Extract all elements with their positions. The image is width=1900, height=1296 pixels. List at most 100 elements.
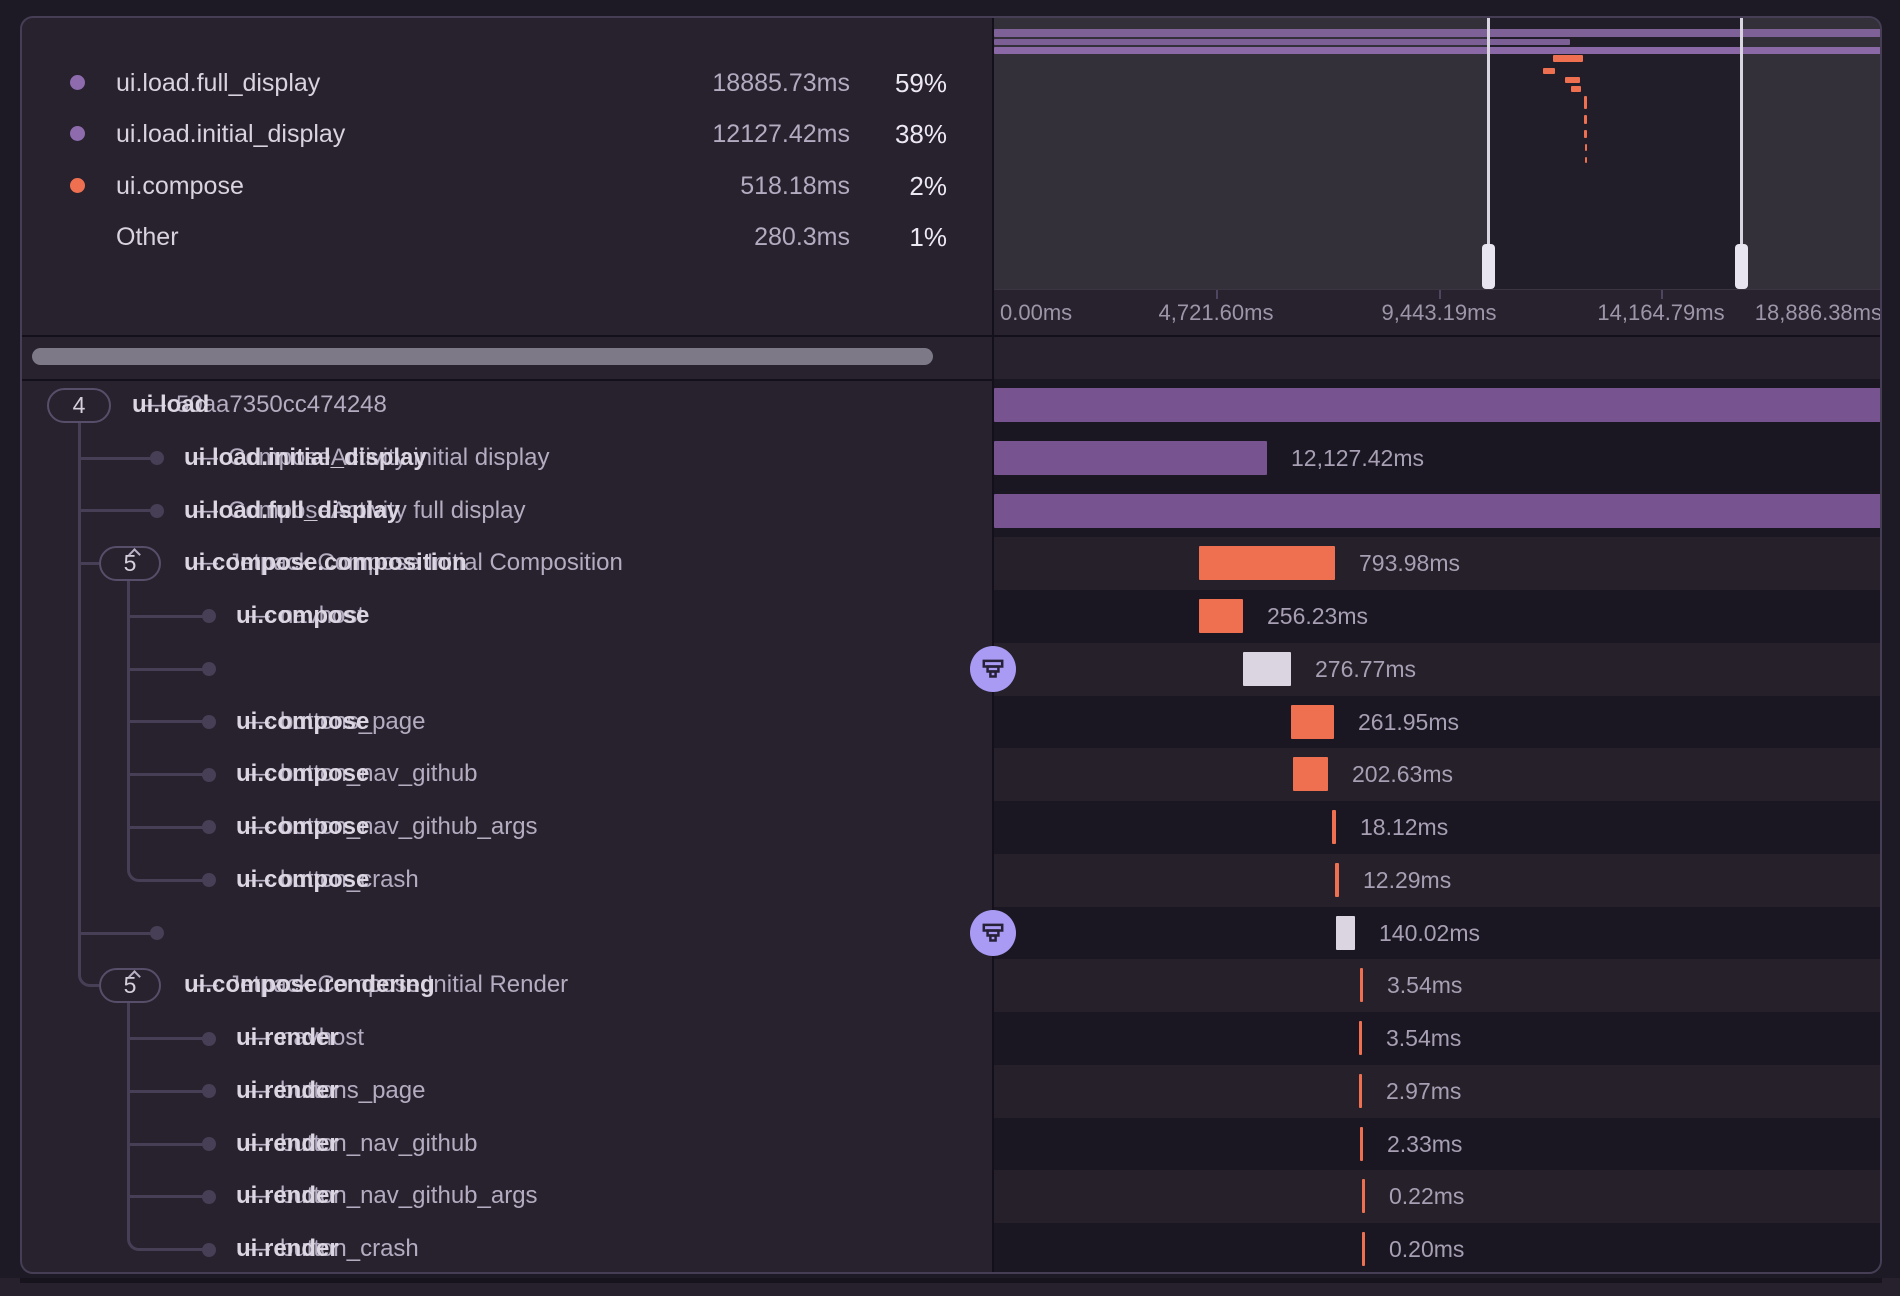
waterfall-row[interactable]: 3.54ms bbox=[994, 959, 1880, 1013]
tree-node-dot bbox=[202, 1084, 216, 1099]
tree-row[interactable]: ui.load.initial_display — ComposeActivity … bbox=[22, 432, 992, 485]
tree-row[interactable]: ui.load.full_display — ComposeActivity ful… bbox=[22, 485, 992, 538]
waterfall-row[interactable]: 793.98ms bbox=[994, 537, 1880, 591]
span-duration-bar[interactable] bbox=[1293, 757, 1328, 792]
span-duration-bar[interactable] bbox=[1362, 1232, 1365, 1267]
span-duration-bar[interactable] bbox=[994, 388, 1880, 422]
waterfall-row[interactable]: 12,127.42ms bbox=[994, 431, 1880, 485]
tree-row[interactable]: ui.render — button_nav_github bbox=[22, 1118, 992, 1171]
tree-row[interactable]: ui.render — button_crash bbox=[22, 1223, 992, 1272]
minimap-handle-line[interactable] bbox=[1487, 18, 1490, 289]
span-operation: ui.compose.rendering bbox=[184, 971, 435, 999]
tree-row[interactable]: 5 ui.compose.composition — Jetpack Compose … bbox=[22, 537, 992, 590]
tree-row[interactable]: ui.compose — button_nav_github_args bbox=[22, 801, 992, 854]
tree-row[interactable]: 4 ui.load — 50aa7350cc474248 bbox=[22, 379, 992, 432]
waterfall-row[interactable] bbox=[994, 484, 1880, 538]
tree-row[interactable] bbox=[22, 907, 992, 960]
profiling-icon[interactable] bbox=[970, 646, 1016, 693]
span-duration-label: 261.95ms bbox=[1358, 708, 1460, 735]
span-description: buttons_page bbox=[280, 1076, 426, 1104]
tree-row[interactable]: ui.render — button_nav_github_args bbox=[22, 1170, 992, 1223]
waterfall-row[interactable]: 261.95ms bbox=[994, 695, 1880, 749]
minimap-span-bar bbox=[1584, 96, 1587, 109]
span-duration-bar[interactable] bbox=[1199, 599, 1243, 634]
waterfall-row[interactable]: 2.33ms bbox=[994, 1117, 1880, 1171]
span-operation: ui.compose.composition bbox=[184, 549, 467, 577]
minimap-drag-handle[interactable] bbox=[1735, 244, 1748, 289]
tree-row[interactable]: ui.render — buttons_page bbox=[22, 1065, 992, 1118]
legend-span-name: ui.load.initial_display bbox=[116, 120, 346, 148]
legend-color-dot-icon bbox=[70, 126, 85, 141]
minimap-selected-window[interactable] bbox=[1487, 18, 1740, 289]
span-duration-bar[interactable] bbox=[1359, 1021, 1362, 1056]
separator: — bbox=[246, 1024, 270, 1052]
tree-connector-branch bbox=[128, 1142, 209, 1146]
minimap-span-bar bbox=[1584, 130, 1587, 138]
minimap-canvas[interactable] bbox=[994, 18, 1880, 289]
collapse-count-badge[interactable]: 4 bbox=[47, 388, 111, 423]
horizontal-scrollbar[interactable] bbox=[32, 348, 933, 365]
span-duration-bar[interactable] bbox=[994, 493, 1880, 528]
tree-node-dot bbox=[150, 451, 164, 466]
collapse-count-badge[interactable]: 5 bbox=[99, 968, 161, 1004]
span-duration-bar[interactable] bbox=[1335, 862, 1339, 897]
waterfall-row[interactable]: 0.20ms bbox=[994, 1223, 1880, 1272]
waterfall-row[interactable]: 12.29ms bbox=[994, 853, 1880, 907]
span-duration-label: 3.54ms bbox=[1386, 1025, 1462, 1052]
span-duration-bar[interactable] bbox=[1199, 546, 1335, 581]
axis-tick bbox=[1439, 290, 1441, 299]
span-duration-bar[interactable] bbox=[1362, 1179, 1365, 1214]
span-duration-bar[interactable] bbox=[1291, 704, 1334, 739]
span-title: ui.render — buttons_page bbox=[236, 1073, 425, 1109]
waterfall-row[interactable]: 2.97ms bbox=[994, 1064, 1880, 1118]
tree-row[interactable]: ui.compose — buttons_page bbox=[22, 696, 992, 749]
span-duration-bar[interactable] bbox=[1359, 1073, 1362, 1108]
separator: — bbox=[246, 760, 270, 788]
tree-row[interactable]: ui.compose — button_crash bbox=[22, 854, 992, 907]
span-duration-bar[interactable] bbox=[1360, 1126, 1363, 1161]
waterfall-row[interactable]: 3.54ms bbox=[994, 1012, 1880, 1066]
span-description: ComposeActivity initial display bbox=[228, 443, 550, 471]
minimap-drag-handle[interactable] bbox=[1482, 244, 1495, 289]
tree-row[interactable]: 5 ui.compose.rendering — Jetpack Compose In… bbox=[22, 959, 992, 1012]
span-duration-bar[interactable] bbox=[1360, 968, 1363, 1003]
waterfall-row[interactable]: 0.22ms bbox=[994, 1170, 1880, 1224]
span-operation: ui.load.initial_display bbox=[184, 443, 427, 471]
span-duration-bar[interactable] bbox=[1332, 810, 1336, 845]
legend-span-percent: 59% bbox=[894, 68, 947, 98]
tree-row[interactable] bbox=[22, 643, 992, 696]
separator: — bbox=[246, 1129, 270, 1157]
tree-node-dot bbox=[202, 662, 216, 677]
tree-connector-branch bbox=[128, 720, 209, 724]
span-duration-bar[interactable] bbox=[1336, 915, 1355, 950]
tree-node-dot bbox=[150, 925, 164, 940]
waterfall-row[interactable]: 18.12ms bbox=[994, 801, 1880, 855]
span-title: ui.render — button_nav_github_args bbox=[236, 1178, 538, 1214]
waterfall-row[interactable]: 202.63ms bbox=[994, 748, 1880, 802]
span-duration-bar[interactable] bbox=[1243, 651, 1291, 686]
axis-tick bbox=[1216, 290, 1218, 299]
waterfall-row[interactable]: 140.02ms bbox=[970, 906, 1880, 960]
span-operation: ui.load.full_display bbox=[184, 496, 401, 524]
tree-connector-trunk bbox=[126, 1002, 130, 1237]
waterfall-row[interactable]: 276.77ms bbox=[970, 642, 1880, 696]
tree-node-dot bbox=[202, 873, 216, 888]
waterfall-row[interactable]: 256.23ms bbox=[994, 590, 1880, 644]
tree-row[interactable]: ui.compose — navhost bbox=[22, 590, 992, 643]
minimap-handle-line[interactable] bbox=[1740, 18, 1743, 289]
span-duration-bar[interactable] bbox=[994, 440, 1267, 475]
tree-connector-elbow bbox=[126, 866, 209, 882]
span-description: button_nav_github bbox=[280, 760, 478, 788]
badge-count: 4 bbox=[72, 392, 86, 418]
waterfall-row[interactable] bbox=[994, 379, 1880, 432]
profiling-icon[interactable] bbox=[970, 909, 1016, 956]
tree-row[interactable]: ui.render — navhost bbox=[22, 1012, 992, 1065]
span-operation: ui.compose bbox=[236, 813, 370, 841]
trace-minimap[interactable]: 0.00ms 4,721.60ms 9,443.19ms 14,164.79ms 18,… bbox=[994, 18, 1880, 335]
tree-row[interactable]: ui.compose — button_nav_github bbox=[22, 748, 992, 801]
collapse-count-badge[interactable]: 5 bbox=[99, 546, 161, 582]
tree-node-dot bbox=[202, 1242, 216, 1257]
legend-span-percent: 1% bbox=[909, 222, 947, 252]
span-title: ui.compose — button_crash bbox=[236, 862, 419, 898]
trace-panel: ui.load.full_display 18885.73ms 59% ui.load… bbox=[20, 16, 1882, 1274]
